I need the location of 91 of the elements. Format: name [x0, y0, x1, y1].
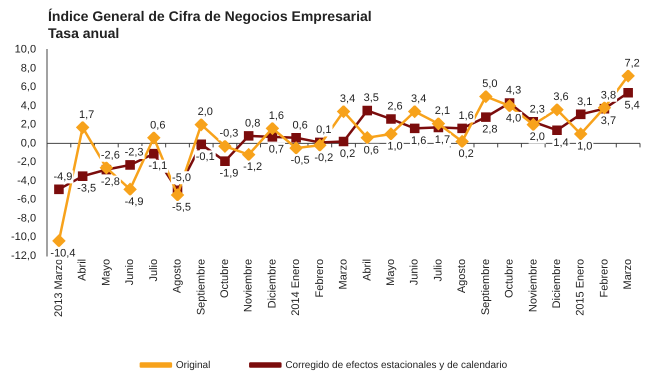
- data-label: 5,0: [482, 78, 498, 90]
- data-label: 2,6: [387, 100, 403, 113]
- data-label: -1,1: [148, 160, 168, 172]
- x-tick-label: 2013 Marzo: [52, 258, 65, 318]
- data-label: 1,0: [577, 140, 592, 153]
- data-label: -1,9: [219, 168, 238, 180]
- data-label: 0,6: [364, 144, 379, 156]
- data-label: -0,3: [219, 128, 238, 140]
- data-label: -3,5: [77, 182, 96, 195]
- x-tick-label: Noviembre: [527, 258, 540, 312]
- x-tick-label: Octubre: [504, 258, 516, 298]
- y-tick-label: 2,0: [20, 118, 36, 131]
- x-tick-label: Febrero: [314, 258, 326, 298]
- data-label: 2,0: [198, 106, 213, 118]
- data-label: 3,6: [553, 91, 569, 104]
- x-tick-label: Junio: [124, 258, 136, 286]
- data-label: 0,6: [150, 119, 166, 132]
- data-label: 4,3: [506, 84, 522, 97]
- data-label: -4,9: [124, 196, 144, 208]
- data-label: 0,1: [316, 124, 332, 136]
- data-label: 3,4: [340, 93, 356, 106]
- data-label: 4,0: [506, 112, 522, 124]
- y-tick-label: -2,0: [17, 156, 36, 168]
- data-label: -2,8: [100, 176, 120, 188]
- data-label: 2,3: [530, 103, 545, 116]
- data-label: 2,0: [530, 131, 545, 144]
- x-tick-label: Abril: [361, 258, 374, 281]
- x-tick-label: Abril: [76, 258, 89, 281]
- data-label: 1,6: [268, 110, 284, 122]
- data-label: -4,9: [53, 170, 72, 183]
- data-label: 1,0: [387, 140, 403, 153]
- x-tick-label: Diciembre: [266, 258, 278, 308]
- x-tick-label: Septiembre: [195, 258, 208, 316]
- x-tick-label: Febrero: [598, 258, 610, 298]
- x-tick-label: Marzo: [338, 258, 350, 290]
- data-label: 5,4: [624, 99, 640, 112]
- data-label: 1,4: [553, 136, 569, 149]
- legend-label: Original: [176, 360, 210, 371]
- x-tick-label: Julio: [432, 258, 444, 282]
- x-tick-label: Septiembre: [480, 258, 492, 316]
- data-label: -0,5: [290, 154, 310, 167]
- data-label: 3,8: [600, 89, 616, 102]
- y-tick-label: 8,0: [20, 62, 36, 74]
- data-label: 3,5: [364, 92, 379, 104]
- data-label: -0,2: [314, 152, 334, 164]
- data-label: 0,8: [245, 117, 260, 130]
- x-tick-label: Agosto: [172, 258, 184, 294]
- x-tick-label: Agosto: [456, 258, 468, 294]
- y-tick-label: -8,0: [17, 212, 36, 224]
- y-tick-label: -6,0: [17, 194, 36, 206]
- data-label: 1,6: [458, 110, 474, 122]
- x-tick-label: Marzo: [622, 258, 634, 290]
- y-tick-label: 0,0: [20, 137, 36, 150]
- y-tick-label: -12,0: [10, 250, 36, 262]
- data-label: 2,1: [434, 105, 450, 118]
- data-label: 1,6: [411, 134, 426, 147]
- y-tick-label: 4,0: [20, 100, 36, 112]
- y-tick-label: -10,0: [10, 231, 36, 244]
- x-tick-label: Mayo: [100, 258, 112, 286]
- chart-subtitle: Tasa anual: [48, 25, 120, 42]
- data-label: -2,3: [124, 146, 144, 158]
- chart-title: Índice General de Cifra de Negocios Empresarial: [48, 8, 372, 25]
- data-label: 0,2: [458, 148, 474, 160]
- data-label: 7,2: [624, 57, 640, 70]
- data-label: -1,2: [243, 161, 262, 174]
- data-label: 3,4: [411, 93, 426, 106]
- y-tick-label: 10,0: [14, 44, 36, 56]
- data-label: 3,1: [577, 96, 592, 108]
- data-label: 1,7: [434, 134, 450, 146]
- x-tick-label: Julio: [148, 258, 160, 282]
- data-label: -10,4: [50, 247, 76, 260]
- data-label: 0,6: [292, 119, 308, 132]
- data-label: 3,7: [600, 115, 616, 128]
- data-label: -5,5: [172, 201, 191, 214]
- data-label: 0,2: [340, 148, 356, 160]
- x-tick-label: Octubre: [218, 258, 231, 298]
- data-label: -5,0: [172, 172, 191, 184]
- data-label: 0,7: [268, 143, 284, 156]
- x-tick-label: 2014 Enero: [290, 258, 302, 316]
- data-label: -0,1: [196, 150, 215, 163]
- data-label: 1,7: [79, 108, 94, 121]
- x-tick-label: Junio: [408, 258, 421, 286]
- x-tick-label: Noviembre: [242, 258, 255, 312]
- data-label: 2,8: [482, 124, 498, 136]
- y-tick-label: -4,0: [17, 174, 36, 187]
- data-label: -2,6: [100, 149, 120, 162]
- x-tick-label: Mayo: [385, 258, 397, 286]
- x-tick-label: Diciembre: [551, 258, 564, 308]
- y-tick-label: 6,0: [20, 81, 36, 94]
- legend-label: Corregido de efectos estacionales y de calendario: [285, 360, 508, 371]
- x-tick-label: 2015 Enero: [574, 258, 587, 316]
